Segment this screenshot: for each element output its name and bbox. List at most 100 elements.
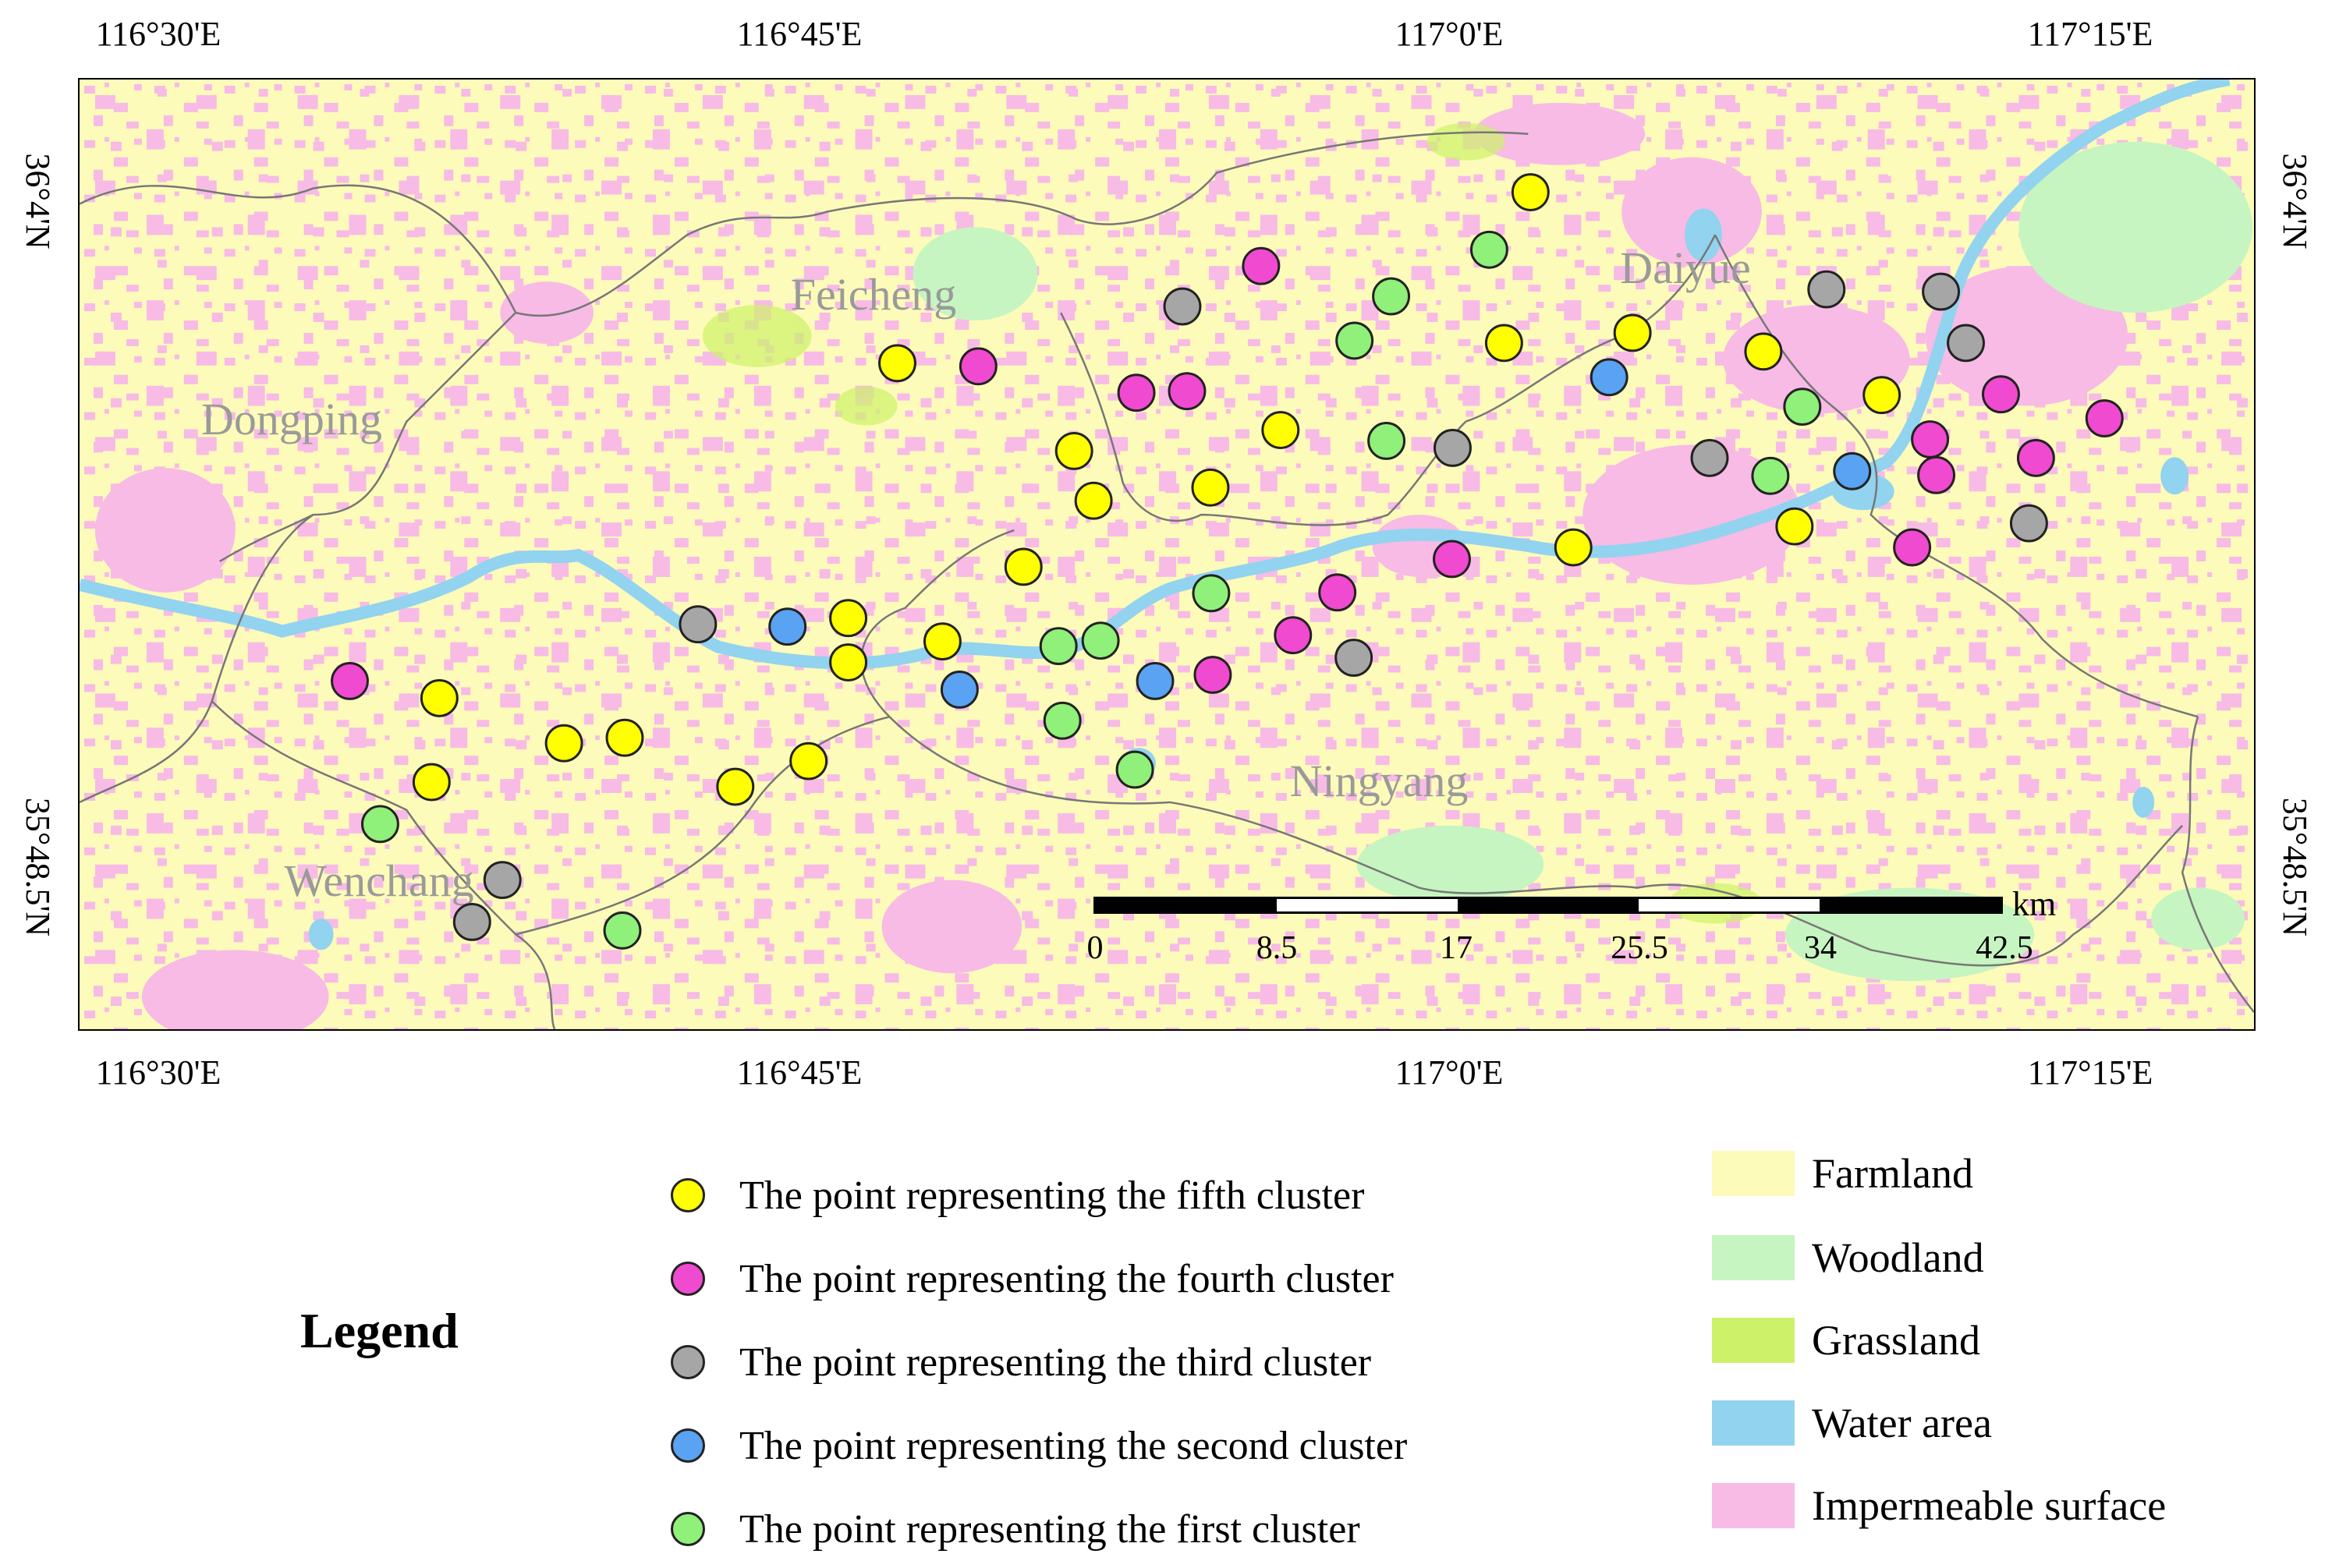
fifth-cluster-point <box>1613 313 1652 352</box>
bottom-longitude-label: 117°0'E <box>1395 1053 1504 1092</box>
yellow-dot-icon <box>671 1178 705 1212</box>
top-longitude-label: 117°15'E <box>2027 15 2153 53</box>
second-cluster-point <box>1833 451 1872 490</box>
legend-label: Grassland <box>1812 1317 1980 1364</box>
scale-bar <box>1093 897 2003 914</box>
legend-label: Woodland <box>1812 1234 1984 1281</box>
scale-unit: km <box>2012 885 2057 923</box>
right-latitude-label: 36°4'N <box>2276 153 2314 250</box>
third-cluster-point <box>1434 429 1472 467</box>
third-cluster-point <box>679 605 718 644</box>
legend-item-fifth: The point representing the fifth cluster <box>671 1168 1364 1223</box>
legend-label: The point representing the third cluster <box>739 1340 1372 1385</box>
fourth-cluster-point <box>1982 375 2020 414</box>
legend-item-fourth: The point representing the fourth cluste… <box>671 1251 1394 1306</box>
woodland-swatch-icon <box>1712 1235 1795 1280</box>
first-cluster-point <box>1335 321 1374 360</box>
land-cover-map <box>80 80 2254 1029</box>
third-cluster-point <box>1163 287 1202 326</box>
first-cluster-point <box>1043 701 1082 740</box>
legend-label: Water area <box>1812 1400 1992 1446</box>
first-cluster-point <box>1115 750 1154 789</box>
third-cluster-point <box>1922 272 1961 311</box>
legend-impermeable: Impermeable surface <box>1712 1478 2166 1533</box>
fifth-cluster-point <box>789 742 828 780</box>
bottom-longitude-label: 117°15'E <box>2027 1053 2153 1092</box>
bottom-longitude-label: 116°45'E <box>736 1053 863 1092</box>
legend-title: Legend <box>300 1303 459 1358</box>
fifth-cluster-point <box>1054 432 1093 470</box>
first-cluster-point <box>1039 627 1078 666</box>
fifth-cluster-point <box>544 724 583 763</box>
map-panel[interactable]: Dongping Feicheng Daiyue Ningyang Wencha… <box>78 78 2256 1031</box>
legend-woodland: Woodland <box>1712 1230 1984 1285</box>
third-cluster-point <box>2009 504 2048 543</box>
left-latitude-label: 35°48.5'N <box>19 797 57 937</box>
top-longitude-label: 116°45'E <box>736 15 863 53</box>
third-cluster-point <box>1334 639 1373 677</box>
scale-tick-label: 8.5 <box>1256 930 1298 966</box>
scale-tick-label: 0 <box>1086 930 1104 966</box>
fourth-cluster-point <box>1242 246 1281 285</box>
scale-tick-label: 25.5 <box>1611 930 1668 966</box>
fifth-cluster-point <box>1511 173 1550 211</box>
fifth-cluster-point <box>420 678 459 717</box>
third-cluster-point <box>1807 270 1846 309</box>
fifth-cluster-point <box>923 622 962 661</box>
admin-boundaries <box>80 131 2254 1029</box>
first-cluster-point <box>1192 574 1231 613</box>
legend-water: Water area <box>1712 1396 1992 1450</box>
impermeable-swatch-icon <box>1712 1483 1795 1528</box>
fourth-cluster-point <box>2016 438 2055 477</box>
legend-grassland: Grassland <box>1712 1313 1980 1368</box>
fifth-cluster-point <box>1004 547 1043 586</box>
fifth-cluster-point <box>1554 528 1593 567</box>
blue-dot-icon <box>671 1428 705 1463</box>
cluster-points <box>331 173 2124 950</box>
fifth-cluster-point <box>1191 468 1230 507</box>
fifth-cluster-point <box>716 767 755 806</box>
legend-item-third: The point representing the third cluster <box>671 1335 1371 1389</box>
fourth-cluster-point <box>1117 373 1156 412</box>
fifth-cluster-point <box>1744 332 1783 371</box>
legend-item-second: The point representing the second cluste… <box>671 1418 1407 1473</box>
left-latitude-label: 36°4'N <box>19 153 57 250</box>
fourth-cluster-point <box>1893 528 1932 567</box>
first-cluster-point <box>1081 621 1120 660</box>
scale-tick-label: 34 <box>1804 930 1837 966</box>
right-latitude-label: 35°48.5'N <box>2276 797 2314 937</box>
first-cluster-point <box>1469 230 1508 269</box>
scale-tick-label: 42.5 <box>1976 930 2033 966</box>
fifth-cluster-point <box>878 344 916 383</box>
fifth-cluster-point <box>412 763 451 802</box>
second-cluster-point <box>1136 662 1175 700</box>
first-cluster-point <box>1367 422 1406 460</box>
fifth-cluster-point <box>829 599 868 638</box>
fifth-cluster-point <box>1775 507 1814 546</box>
legend-label: The point representing the fifth cluster <box>739 1173 1365 1218</box>
second-cluster-point <box>940 671 979 709</box>
place-ningyang: Ningyang <box>1289 756 1469 806</box>
legend-label: The point representing the second cluste… <box>739 1423 1408 1468</box>
fifth-cluster-point <box>1074 481 1113 520</box>
second-cluster-point <box>1590 358 1629 397</box>
scale-tick-label: 17 <box>1440 930 1473 966</box>
woodland-areas <box>913 141 2253 982</box>
fourth-cluster-point <box>1318 573 1357 612</box>
fourth-cluster-point <box>1193 656 1232 694</box>
fourth-cluster-point <box>2085 399 2124 437</box>
green-dot-icon <box>671 1512 705 1546</box>
first-cluster-point <box>1783 388 1822 427</box>
grassland-swatch-icon <box>1712 1318 1795 1363</box>
legend-item-first: The point representing the first cluster <box>671 1502 1360 1556</box>
fourth-cluster-point <box>1168 372 1207 411</box>
first-cluster-point <box>1751 456 1790 495</box>
legend-label: The point representing the first cluster <box>739 1506 1360 1552</box>
impermeable-speckle-large <box>80 80 2254 1029</box>
fifth-cluster-point <box>1484 324 1523 363</box>
fourth-cluster-point <box>1433 540 1471 579</box>
fifth-cluster-point <box>1261 411 1300 449</box>
first-cluster-point <box>360 805 399 844</box>
fourth-cluster-point <box>331 662 369 700</box>
legend-farmland: Farmland <box>1712 1146 1973 1201</box>
